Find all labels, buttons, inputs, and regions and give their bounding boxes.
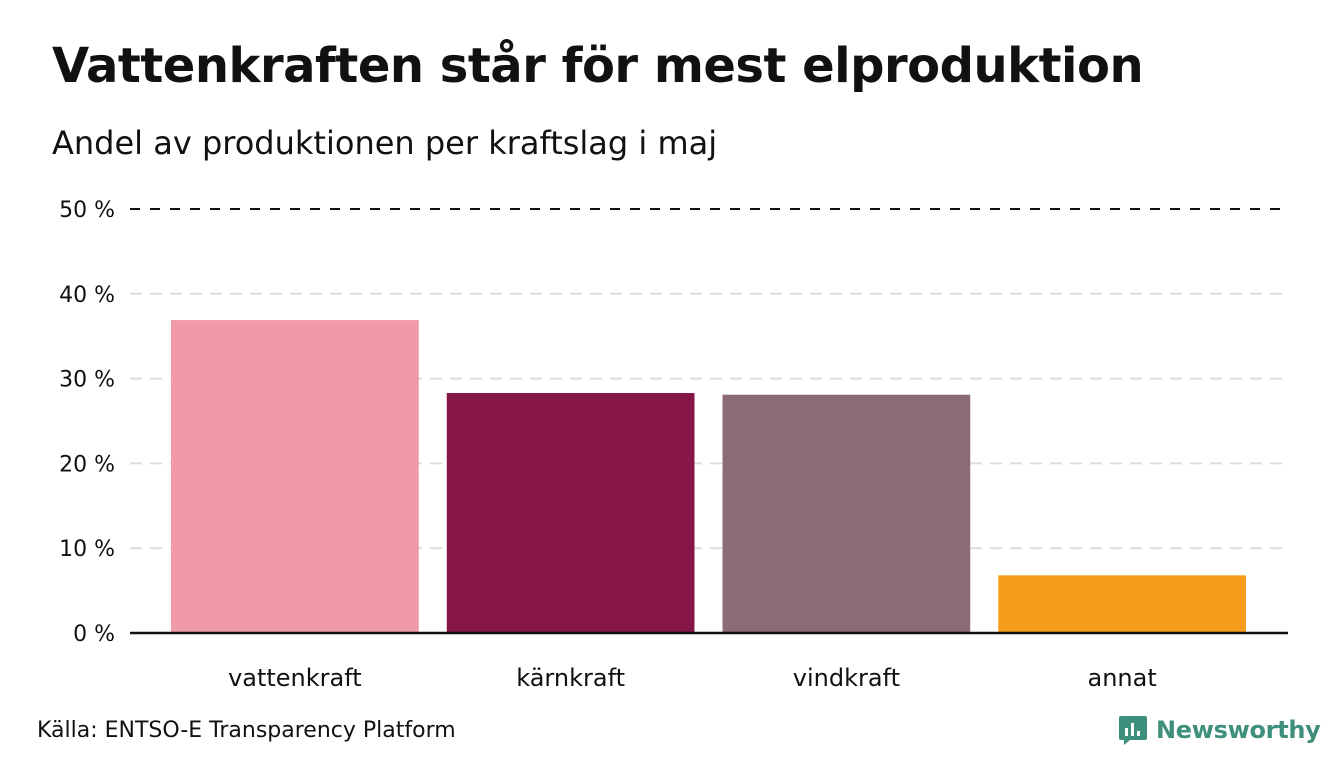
bar xyxy=(998,575,1246,633)
bar xyxy=(722,394,971,633)
bar-chart: 0 % 10 % 20 % 30 % 40 % 50 % vattenkraft kärnkr… xyxy=(59,198,1288,692)
y-tick-label: 50 % xyxy=(59,198,115,223)
newsworthy-logo-icon xyxy=(1119,716,1147,745)
y-tick-label: 30 % xyxy=(59,368,115,393)
x-tick-label: annat xyxy=(1088,664,1157,692)
y-tick-label: 20 % xyxy=(59,452,115,477)
source-note: Källa: ENTSO-E Transparency Platform xyxy=(37,718,456,743)
x-tick-label: vindkraft xyxy=(793,664,900,692)
chart-title: Vattenkraften står för mest elproduktion xyxy=(52,38,1144,94)
bar xyxy=(446,393,695,633)
logo-text: Newsworthy xyxy=(1156,716,1321,744)
y-tick-label: 40 % xyxy=(59,283,115,308)
bar xyxy=(171,320,419,633)
x-tick-label: kärnkraft xyxy=(516,664,625,692)
y-tick-label: 10 % xyxy=(59,537,115,562)
chart-subtitle: Andel av produktionen per kraftslag i ma… xyxy=(52,124,718,162)
newsworthy-logo: Newsworthy xyxy=(1118,714,1321,746)
y-tick-label: 0 % xyxy=(73,622,115,647)
x-tick-label: vattenkraft xyxy=(228,664,362,692)
